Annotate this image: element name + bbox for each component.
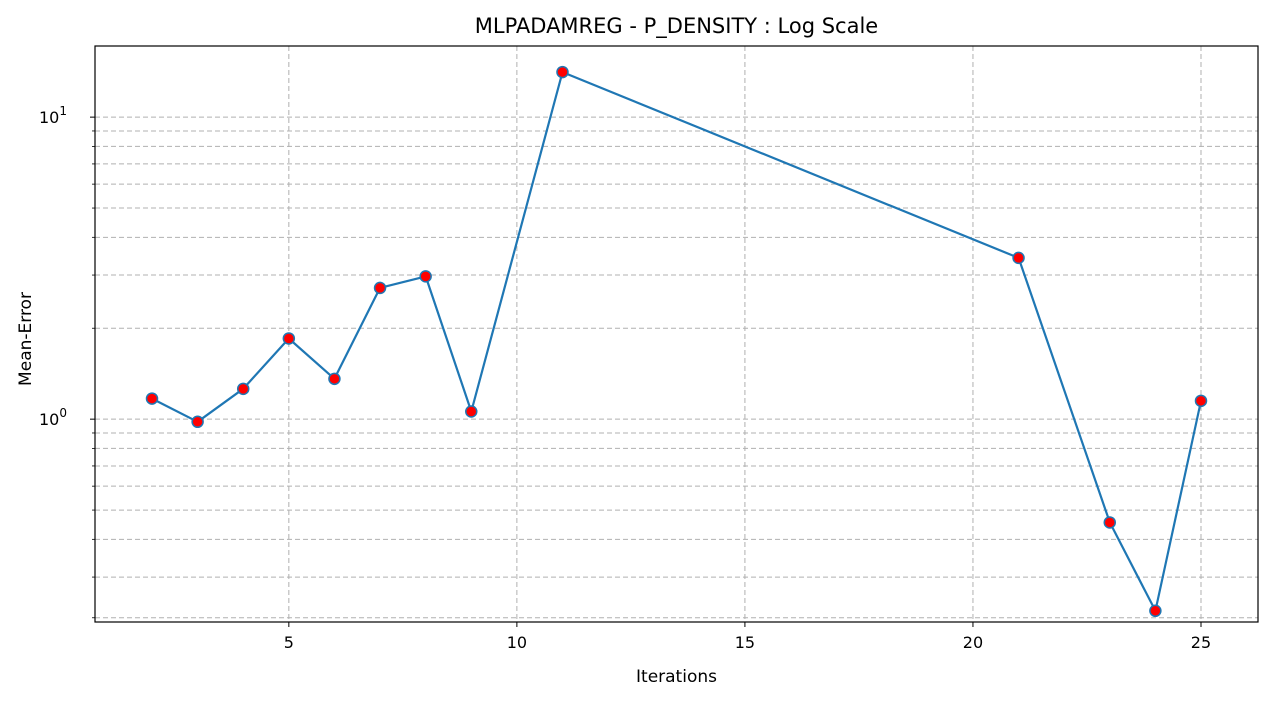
data-point-marker [145,392,159,405]
x-axis-label: Iterations [636,667,717,687]
series-line [151,70,1203,612]
data-point-marker [328,372,341,386]
chart-title: MLPADAMREG - P_DENSITY : Log Scale [475,14,878,39]
data-point-marker [1012,251,1025,265]
y-tick-label: 101 [39,104,67,127]
data-point-marker [236,382,250,396]
data-point-marker [1149,604,1162,618]
data-point-marker [465,405,478,418]
grid [95,46,1258,622]
x-axis: 5 10 15 20 25 [284,622,1211,652]
y-axis: 100 101 [39,104,95,619]
x-tick-label: 15 [735,633,755,652]
data-point-marker [419,270,432,283]
y-axis-label: Mean-Error [16,292,36,386]
data-point-marker [1194,394,1208,408]
data-point-marker [191,415,204,429]
data-point-marker [282,332,296,345]
plot-area-frame [94,45,1259,623]
data-point-marker [1103,516,1117,529]
x-tick-label: 25 [1191,633,1211,652]
x-tick-label: 10 [507,633,527,652]
data-point-marker [373,281,387,295]
series-layer [145,65,1208,618]
x-tick-label: 5 [284,633,294,652]
data-point-marker [556,65,569,79]
y-tick-label: 100 [39,406,67,429]
x-tick-label: 20 [963,633,983,652]
